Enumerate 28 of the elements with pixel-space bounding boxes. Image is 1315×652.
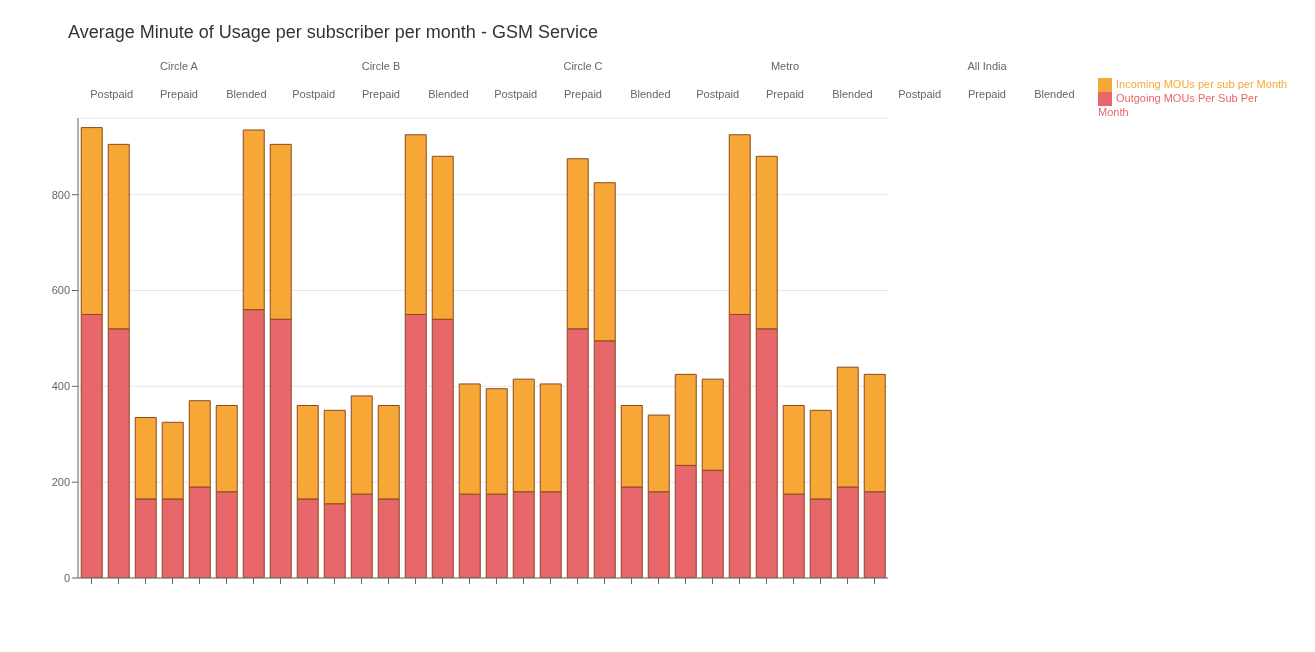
- y-tick-label: 800: [51, 188, 70, 201]
- text: Blended: [427, 88, 470, 100]
- text: All India: [966, 60, 1008, 72]
- text: Circle A: [159, 60, 199, 72]
- text: Blended: [831, 88, 874, 100]
- text: Metro: [769, 60, 801, 72]
- y-tick-label: 400: [51, 380, 70, 393]
- text: Prepaid: [765, 88, 805, 100]
- text: Blended: [1033, 88, 1076, 100]
- legend-label: Incoming MOUs per sub per Month: [1116, 78, 1288, 90]
- text: Postpaid: [89, 88, 135, 100]
- text: Postpaid: [897, 88, 943, 100]
- text: Circle C: [562, 60, 604, 72]
- y-tick-label: 600: [51, 284, 70, 297]
- legend-label: Outgoing MOUs Per Sub Per Month: [1098, 92, 1258, 119]
- text: Blended: [225, 88, 268, 100]
- text: Circle B: [360, 60, 402, 72]
- text: Postpaid: [695, 88, 741, 100]
- text: Prepaid: [967, 88, 1007, 100]
- text: Prepaid: [159, 88, 199, 100]
- y-tick-label: 0: [63, 571, 70, 584]
- text: Blended: [629, 88, 672, 100]
- y-tick-label: 200: [51, 476, 70, 489]
- text: Postpaid: [493, 88, 539, 100]
- text: Postpaid: [291, 88, 337, 100]
- chart-title: Average Minute of Usage per subscriber per month - GSM Service: [68, 22, 598, 43]
- text: Prepaid: [361, 88, 401, 100]
- text: Prepaid: [563, 88, 603, 100]
